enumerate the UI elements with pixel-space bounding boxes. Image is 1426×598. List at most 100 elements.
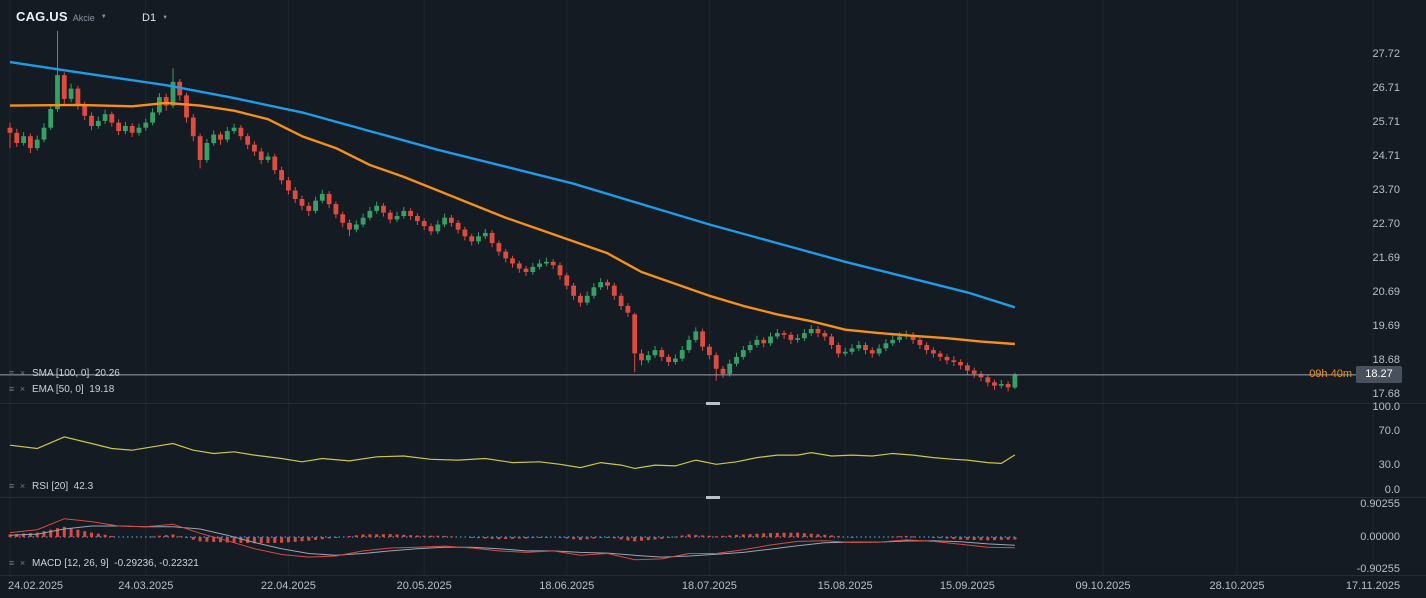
candle-body <box>326 193 332 205</box>
candle-body <box>971 370 977 374</box>
axis-price-label: -0.90255 <box>1356 563 1400 576</box>
candle-body <box>836 345 841 354</box>
macd-histogram-bar <box>232 537 236 543</box>
panel-resize-handle[interactable] <box>706 402 720 405</box>
candle-body <box>740 350 746 357</box>
macd-histogram-bar <box>653 537 657 540</box>
indicator-remove-icon[interactable]: × <box>19 368 26 378</box>
axis-price-label: 26.71 <box>1372 81 1400 94</box>
candle-body <box>292 190 298 199</box>
macd-histogram-bar <box>449 536 453 538</box>
candle-body <box>143 122 149 128</box>
candle-body <box>1005 384 1011 388</box>
axis-price-label: 24.71 <box>1372 149 1400 162</box>
panel-resize-handle[interactable] <box>706 496 720 499</box>
macd-histogram-bar <box>904 535 908 537</box>
macd-histogram-bar <box>830 535 834 537</box>
indicator-row-ema: ≡ × EMA [50, 0] 19.18 <box>6 383 114 396</box>
macd-histogram-bar <box>477 537 480 539</box>
indicator-remove-icon[interactable]: × <box>19 481 26 491</box>
macd-histogram-bar <box>62 526 66 537</box>
candle-body <box>184 95 189 118</box>
axis-price-label: 22.70 <box>1372 217 1400 230</box>
macd-histogram-bar <box>259 537 263 544</box>
candle-body <box>537 263 542 267</box>
candle-body <box>564 275 570 286</box>
candle-body <box>842 351 848 354</box>
candle-body <box>129 126 135 133</box>
candle-body <box>428 226 434 232</box>
candle-body <box>353 224 359 230</box>
macd-histogram-bar <box>198 537 202 542</box>
candle-body <box>815 329 821 334</box>
macd-histogram-bar <box>361 534 365 537</box>
macd-histogram-bar <box>22 533 26 537</box>
axis-date-label: 09.10.2025 <box>1075 580 1131 592</box>
time-axis[interactable]: 24.02.2025 24.03.2025 22.04.2025 20.05.2025… <box>0 577 1426 598</box>
candle-body <box>639 353 644 361</box>
candle-body <box>876 348 882 354</box>
indicator-settings-icon[interactable]: ≡ <box>8 368 15 378</box>
axis-price-label: 17.68 <box>1372 388 1400 401</box>
macd-histogram-bar <box>626 537 630 541</box>
macd-histogram-bar <box>544 537 548 538</box>
candle-body <box>998 384 1004 386</box>
candle-body <box>965 365 970 371</box>
macd-histogram-bar <box>151 536 155 538</box>
indicator-settings-icon[interactable]: ≡ <box>8 481 15 491</box>
candle-body <box>238 127 244 137</box>
candle-body <box>496 243 502 252</box>
macd-histogram-bar <box>334 537 338 538</box>
axis-date-label: 18.06.2025 <box>539 580 595 592</box>
indicator-settings-icon[interactable]: ≡ <box>8 384 15 394</box>
candle-body <box>761 339 767 344</box>
indicator-remove-icon[interactable]: × <box>19 384 26 394</box>
macd-histogram-bar <box>96 533 100 537</box>
candle-body <box>584 295 590 303</box>
candle-body <box>231 127 237 132</box>
candle-body <box>503 251 509 259</box>
indicator-settings-icon[interactable]: ≡ <box>8 558 15 568</box>
macd-histogram-bar <box>511 537 514 539</box>
candle-body <box>557 265 563 276</box>
candle-body <box>869 350 875 354</box>
current-price-badge: 18.27 <box>1356 366 1402 384</box>
candle-body <box>89 115 94 126</box>
macd-histogram-bar <box>300 537 304 542</box>
indicator-remove-icon[interactable]: × <box>19 558 26 568</box>
candle-body <box>204 143 210 160</box>
macd-histogram-bar <box>619 537 623 540</box>
macd-histogram-bar <box>938 537 942 539</box>
candle-body <box>265 156 271 160</box>
axis-price-label: 27.72 <box>1372 47 1400 60</box>
candle-body <box>489 232 495 244</box>
macd-histogram-bar <box>782 532 786 537</box>
macd-histogram-bar <box>69 528 73 537</box>
timeframe-label: D1 <box>142 12 157 24</box>
candle-body <box>686 339 692 351</box>
candle-body <box>224 131 230 140</box>
macd-histogram-bar <box>952 537 956 540</box>
symbol-selector[interactable]: CAG.US Akcie ▼ <box>16 9 107 24</box>
candle-body <box>523 268 529 272</box>
candle-body <box>693 331 699 340</box>
candle-body <box>109 114 115 123</box>
candle-body <box>347 222 352 230</box>
candle-body <box>768 336 773 344</box>
price-axis[interactable]: 27.72 26.71 25.71 24.71 23.70 22.70 21.69 20.69… <box>1356 0 1426 598</box>
indicator-row-rsi: ≡ × RSI [20] 42.3 <box>6 480 93 493</box>
macd-histogram-bar <box>836 536 840 538</box>
macd-histogram-bar <box>157 535 161 537</box>
macd-histogram-bar <box>735 534 738 537</box>
candle-body <box>530 266 536 272</box>
candle-body <box>516 263 522 269</box>
axis-date-label: 18.07.2025 <box>681 580 737 592</box>
timeframe-selector[interactable]: D1 ▼ <box>142 12 168 24</box>
macd-histogram-bar <box>931 537 935 538</box>
macd-histogram-bar <box>8 534 12 537</box>
macd-histogram-bar <box>606 537 609 538</box>
candle-body <box>849 348 855 352</box>
macd-histogram-bar <box>728 535 732 537</box>
